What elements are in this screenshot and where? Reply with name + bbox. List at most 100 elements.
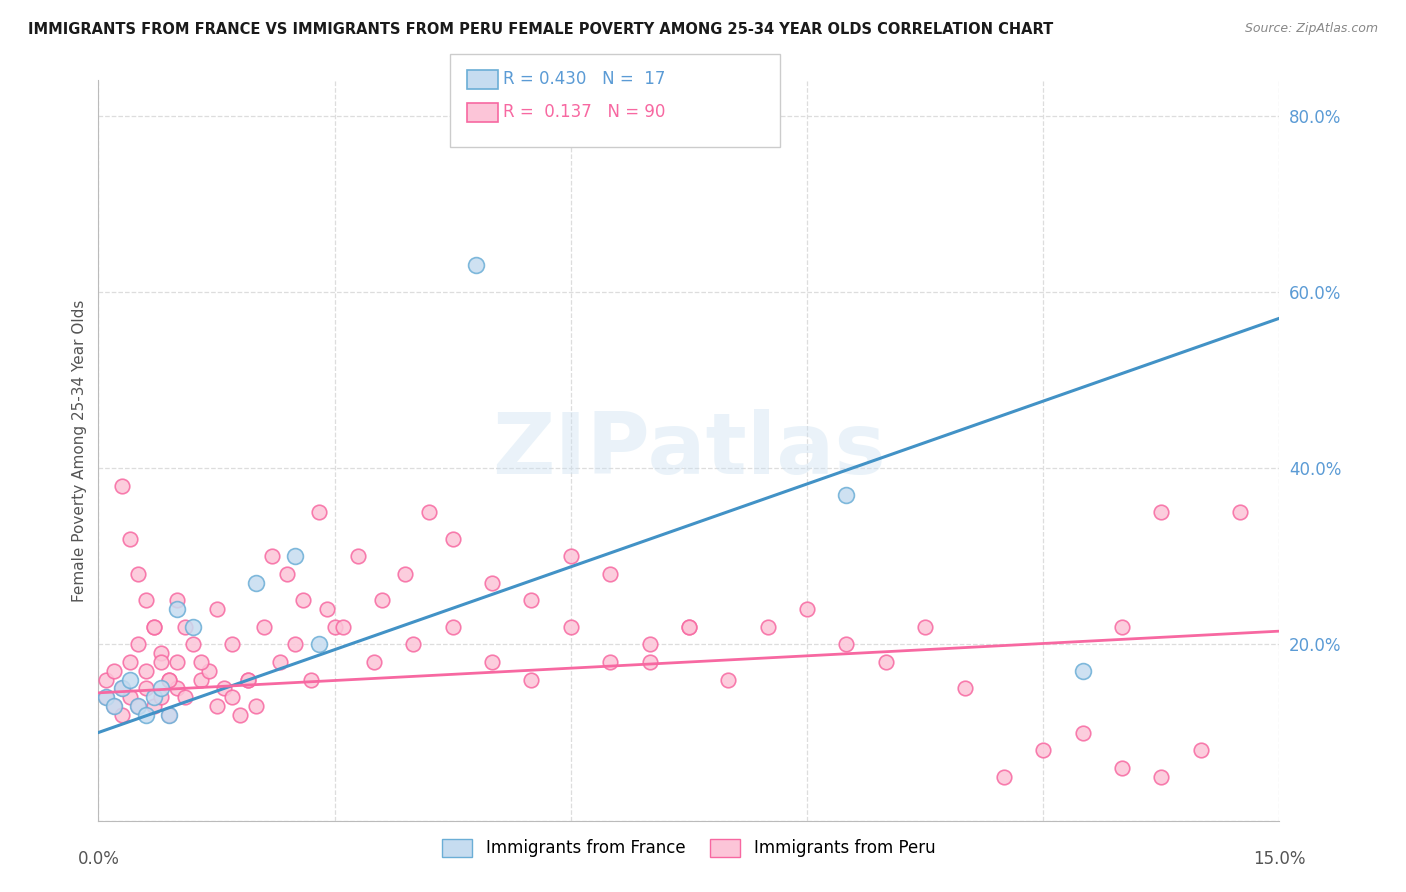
Point <box>96 690 118 705</box>
Point <box>135 707 157 722</box>
Point <box>756 620 779 634</box>
Point <box>190 673 212 687</box>
Point <box>253 620 276 634</box>
Point <box>127 699 149 714</box>
Text: R = 0.430   N =  17: R = 0.430 N = 17 <box>503 70 665 88</box>
Point <box>520 673 543 687</box>
Point <box>157 707 180 722</box>
Point <box>678 620 700 634</box>
Point <box>236 673 259 687</box>
Y-axis label: Female Poverty Among 25-34 Year Olds: Female Poverty Among 25-34 Year Olds <box>72 300 87 601</box>
Point <box>229 707 252 722</box>
Point <box>299 673 322 687</box>
Point <box>481 655 503 669</box>
Point <box>1071 664 1094 678</box>
Point <box>441 532 464 546</box>
Point <box>150 655 173 669</box>
Point <box>118 655 141 669</box>
Point <box>678 620 700 634</box>
Point <box>103 699 125 714</box>
Point <box>111 681 134 696</box>
Point <box>560 549 582 564</box>
Point <box>1111 761 1133 775</box>
Point <box>157 707 180 722</box>
Point <box>1071 725 1094 739</box>
Point <box>150 681 173 696</box>
Point <box>166 593 188 607</box>
Point <box>166 602 188 616</box>
Point <box>371 593 394 607</box>
Point <box>323 620 346 634</box>
Point <box>914 620 936 634</box>
Point <box>599 655 621 669</box>
Point <box>560 620 582 634</box>
Point <box>142 699 165 714</box>
Text: Source: ZipAtlas.com: Source: ZipAtlas.com <box>1244 22 1378 36</box>
Point <box>308 637 330 651</box>
Point <box>717 673 740 687</box>
Point <box>157 673 180 687</box>
Point <box>638 655 661 669</box>
Point <box>269 655 291 669</box>
Point <box>1111 620 1133 634</box>
Point <box>284 637 307 651</box>
Point <box>245 575 267 590</box>
Text: 15.0%: 15.0% <box>1253 850 1306 868</box>
Point <box>245 699 267 714</box>
Point <box>96 673 118 687</box>
Point <box>135 681 157 696</box>
Point <box>347 549 370 564</box>
Point <box>1229 505 1251 519</box>
Point <box>174 620 197 634</box>
Point <box>308 505 330 519</box>
Point <box>481 575 503 590</box>
Point <box>111 707 134 722</box>
Point <box>953 681 976 696</box>
Point <box>875 655 897 669</box>
Point <box>142 690 165 705</box>
Point <box>221 637 243 651</box>
Text: 0.0%: 0.0% <box>77 850 120 868</box>
Legend: Immigrants from France, Immigrants from Peru: Immigrants from France, Immigrants from … <box>436 832 942 864</box>
Point <box>181 637 204 651</box>
Point <box>127 637 149 651</box>
Point <box>315 602 337 616</box>
Point <box>465 259 488 273</box>
Point <box>197 664 219 678</box>
Point <box>236 673 259 687</box>
Point <box>1150 505 1173 519</box>
Point <box>205 602 228 616</box>
Text: ZIPatlas: ZIPatlas <box>492 409 886 492</box>
Point <box>363 655 385 669</box>
Point <box>190 655 212 669</box>
Point <box>418 505 440 519</box>
Point <box>150 690 173 705</box>
Point <box>402 637 425 651</box>
Point <box>1189 743 1212 757</box>
Point <box>111 479 134 493</box>
Point <box>135 593 157 607</box>
Point <box>1032 743 1054 757</box>
Point <box>638 637 661 651</box>
Point <box>142 620 165 634</box>
Point <box>127 699 149 714</box>
Point <box>166 655 188 669</box>
Point <box>221 690 243 705</box>
Point <box>394 566 416 581</box>
Point <box>118 690 141 705</box>
Point <box>135 664 157 678</box>
Point <box>599 566 621 581</box>
Point <box>835 637 858 651</box>
Point <box>166 681 188 696</box>
Point <box>441 620 464 634</box>
Point <box>214 681 236 696</box>
Point <box>157 673 180 687</box>
Point <box>284 549 307 564</box>
Point <box>796 602 818 616</box>
Point <box>835 487 858 501</box>
Point <box>150 646 173 660</box>
Point <box>111 681 134 696</box>
Point <box>292 593 315 607</box>
Text: IMMIGRANTS FROM FRANCE VS IMMIGRANTS FROM PERU FEMALE POVERTY AMONG 25-34 YEAR O: IMMIGRANTS FROM FRANCE VS IMMIGRANTS FRO… <box>28 22 1053 37</box>
Text: R =  0.137   N = 90: R = 0.137 N = 90 <box>503 103 665 121</box>
